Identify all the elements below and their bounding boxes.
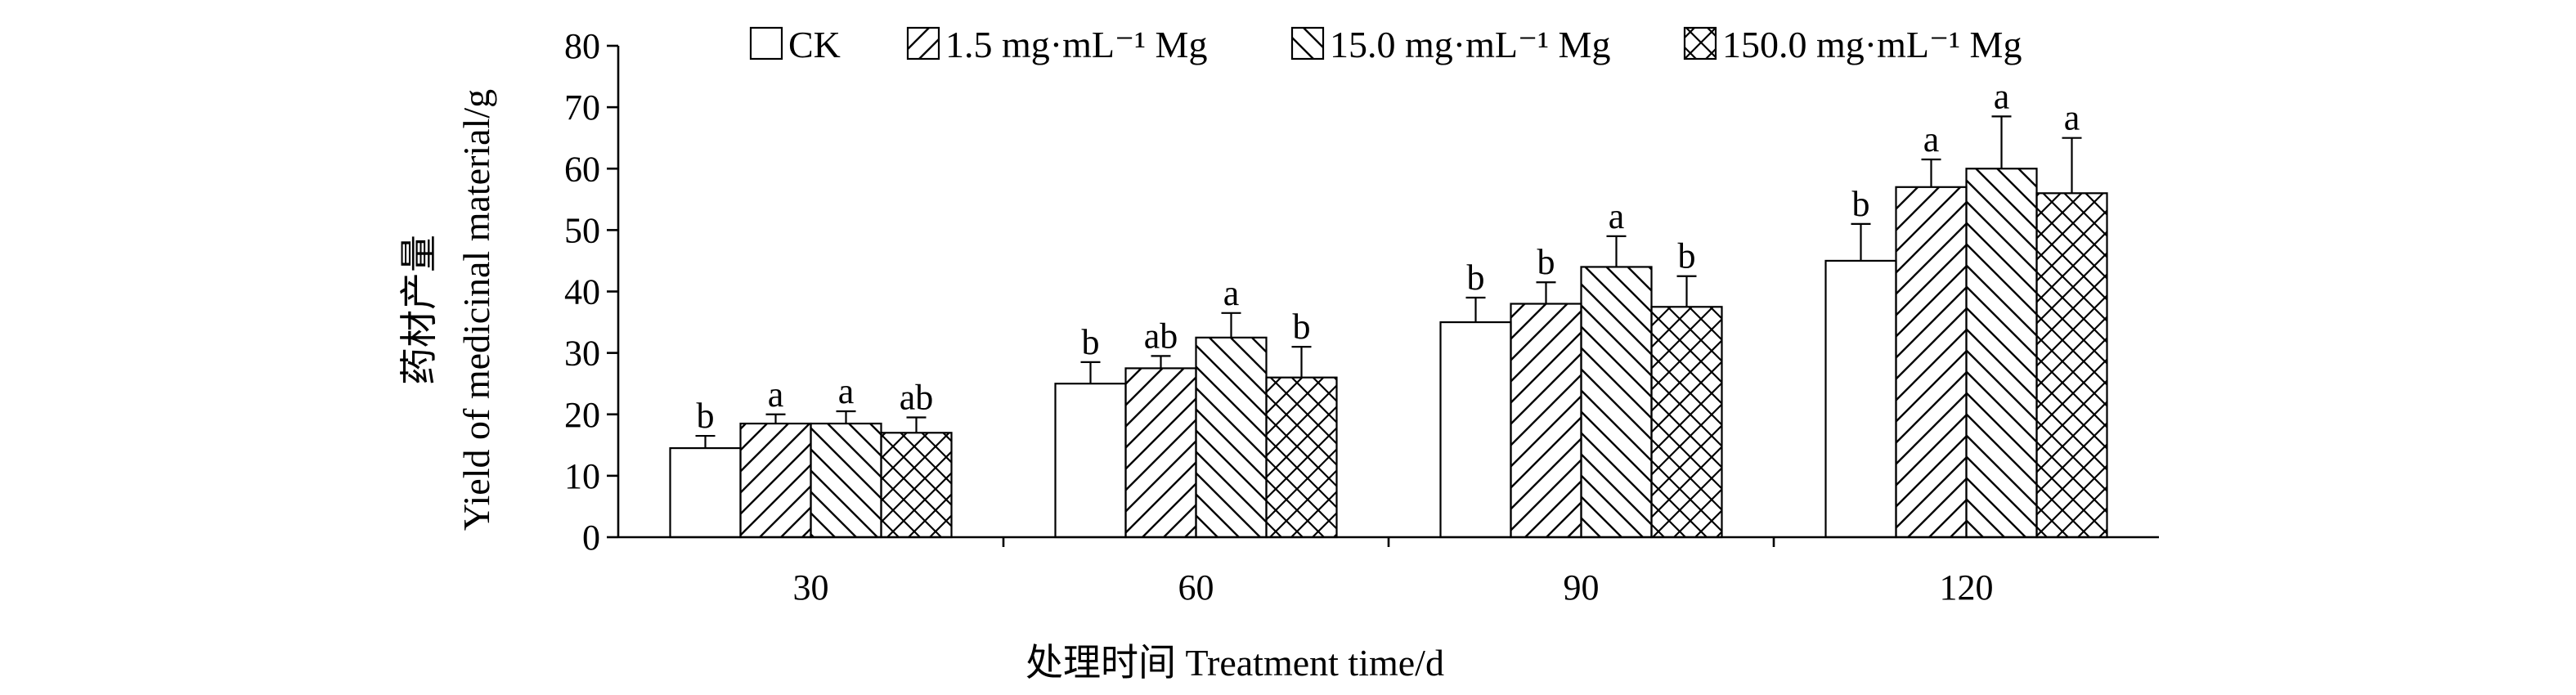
legend-swatch [1683,26,1717,61]
bar [880,432,953,539]
bar [1195,336,1268,539]
y-axis-title: Yield of medicinal material/g [456,89,497,531]
legend: CK 1.5 mg·mL⁻¹ Mg 15.0 mg·mL⁻¹ Mg 150.0 mg·… [749,24,2022,65]
bar [2035,192,2108,539]
significance-label: b [1852,184,1870,224]
bar [1510,303,1582,539]
significance-label: a [1994,76,2010,116]
y-tick-label: 70 [564,87,600,128]
significance-label: b [1082,322,1100,362]
bar [1054,383,1127,539]
significance-label: b [1293,307,1311,347]
significance-label: b [1537,242,1555,282]
x-tick-label: 60 [1178,567,1214,608]
legend-label: 15.0 mg·mL⁻¹ Mg [1330,24,1610,65]
bar [1124,367,1197,539]
y-axis-title-cn: 药材产量 [398,235,440,385]
x-axis-title: 处理时间 Treatment time/d [1025,642,1444,684]
significance-label: a [768,374,784,415]
significance-label: ab [900,378,934,418]
significance-label: ab [1144,316,1178,356]
bar [1824,259,1897,539]
y-tick-label: 50 [564,210,600,250]
bar [739,422,812,539]
significance-label: b [697,396,715,436]
legend-swatch [906,26,940,61]
significance-label: b [1678,236,1696,276]
significance-label: a [1609,196,1625,236]
y-tick-label: 60 [564,149,600,189]
y-tick-label: 80 [564,26,600,66]
legend-swatch [749,26,783,61]
legend-label: 1.5 mg·mL⁻¹ Mg [945,24,1207,65]
bar [1650,306,1723,539]
bar [1580,266,1653,539]
bar [1895,186,1968,539]
x-tick-label: 120 [1940,567,1994,608]
significance-label: a [838,371,855,411]
x-tick-label: 30 [793,567,829,608]
bar [1439,321,1512,539]
legend-swatch [1290,26,1325,61]
x-axis-ticks: 30 60 90 120 [793,537,1994,608]
y-tick-label: 40 [564,272,600,312]
bar [1965,168,2038,539]
bar [810,422,882,539]
x-tick-label: 90 [1564,567,1600,608]
significance-label: b [1467,258,1485,298]
significance-label: a [2064,98,2080,138]
y-tick-label: 10 [564,456,600,496]
y-tick-label: 30 [564,334,600,374]
legend-label: CK [788,24,841,65]
y-tick-label: 0 [582,518,600,558]
significance-label: a [1223,273,1240,313]
significance-label: a [1923,119,1940,159]
y-tick-label: 20 [564,395,600,435]
y-axis-ticks: 0 10 20 30 40 50 60 70 80 [564,26,618,558]
legend-label: 150.0 mg·mL⁻¹ Mg [1722,24,2022,65]
bar [669,446,742,539]
bar [1265,376,1338,539]
